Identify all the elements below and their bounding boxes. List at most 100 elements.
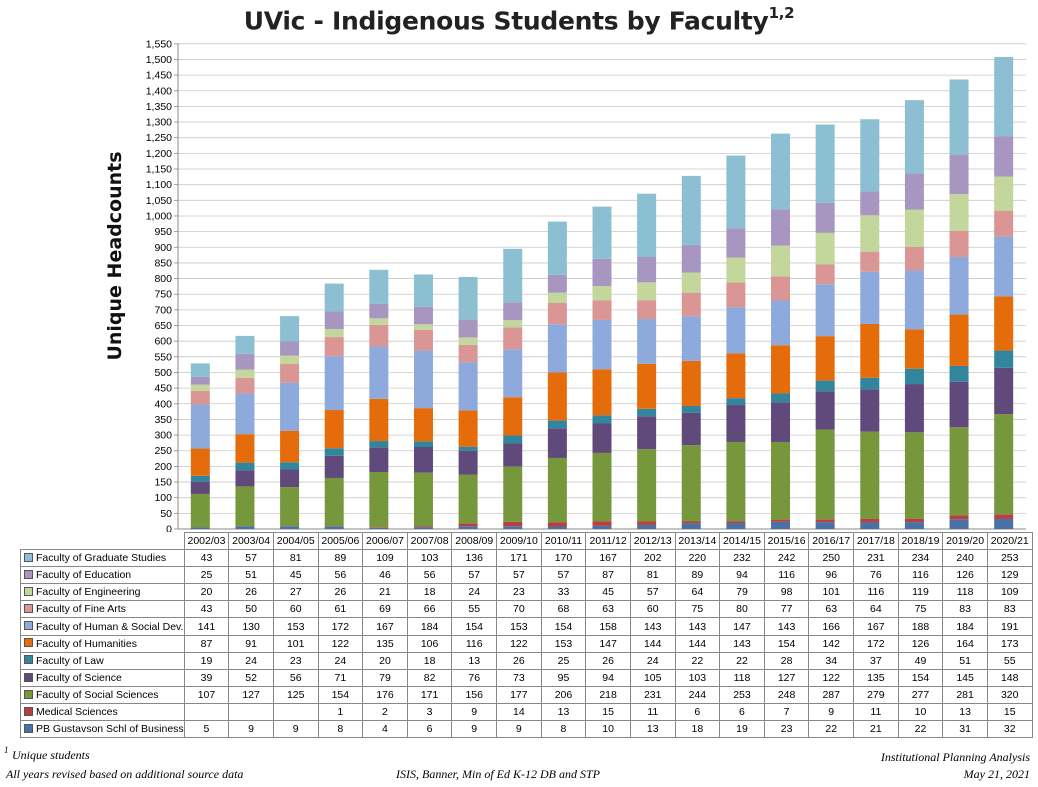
table-row: Faculty of Human & Social Dev. 141 130 153 1… bbox=[20, 617, 1033, 636]
data-label: 154 bbox=[897, 668, 944, 687]
bar-segment bbox=[235, 353, 255, 370]
category-label: 2014/15 bbox=[719, 531, 765, 551]
table-row: Faculty of Fine Arts 43 50 60 61 69 66 55 70 68 63… bbox=[20, 600, 1033, 619]
y-tick-label: 250 bbox=[154, 445, 172, 457]
data-label: 8 bbox=[540, 720, 587, 739]
legend-swatch bbox=[24, 569, 33, 579]
data-label: 177 bbox=[496, 685, 542, 704]
data-label: 234 bbox=[897, 549, 944, 568]
data-label: 43 bbox=[183, 549, 230, 568]
bar-segment bbox=[860, 522, 880, 529]
y-tick-label: 900 bbox=[154, 242, 172, 254]
data-label: 248 bbox=[763, 685, 810, 704]
bar-segment bbox=[681, 523, 701, 529]
data-label bbox=[183, 702, 230, 722]
footnote-date: May 21, 2021 bbox=[963, 767, 1030, 781]
bar-segment bbox=[949, 381, 969, 428]
data-label: 66 bbox=[406, 600, 453, 619]
category-label: 2010/11 bbox=[540, 531, 587, 551]
legend-label: Faculty of Fine Arts bbox=[36, 603, 126, 616]
data-label: 77 bbox=[763, 600, 810, 619]
bar-segment bbox=[592, 258, 612, 287]
bar-segment bbox=[413, 526, 433, 528]
data-label: 22 bbox=[719, 651, 765, 670]
bar-segment bbox=[681, 316, 701, 361]
data-label: 172 bbox=[317, 617, 364, 636]
bar-segment bbox=[324, 410, 344, 449]
data-label: 125 bbox=[272, 685, 319, 704]
bar-segment bbox=[280, 487, 300, 527]
bar-segment bbox=[726, 523, 746, 529]
bar-segment bbox=[815, 264, 835, 285]
category-label: 2016/17 bbox=[808, 531, 855, 551]
y-tick-label: 50 bbox=[160, 508, 172, 520]
data-label: 116 bbox=[451, 634, 498, 653]
y-tick-label: 1,400 bbox=[146, 85, 172, 97]
y-tick-label: 950 bbox=[154, 226, 172, 238]
bar-segment bbox=[592, 423, 612, 453]
data-label: 89 bbox=[317, 549, 364, 568]
data-label: 51 bbox=[942, 651, 988, 670]
bar-segment bbox=[994, 210, 1014, 237]
data-label: 43 bbox=[183, 600, 230, 619]
data-label: 60 bbox=[272, 600, 319, 619]
data-label: 76 bbox=[451, 668, 498, 687]
y-tick-label: 1,000 bbox=[146, 210, 172, 222]
bar-segment bbox=[369, 527, 389, 528]
bar-segment bbox=[413, 274, 433, 307]
data-label: 64 bbox=[853, 600, 899, 619]
data-label: 81 bbox=[629, 566, 676, 585]
table-row: Faculty of Education 25 51 45 56 46 56 57 57 57 87… bbox=[20, 566, 1033, 585]
data-label: 106 bbox=[406, 634, 453, 653]
bar-segment bbox=[815, 522, 835, 529]
bar-segment bbox=[726, 441, 746, 522]
y-tick-label: 1,100 bbox=[146, 179, 172, 191]
data-label: 279 bbox=[853, 685, 899, 704]
data-label: 13 bbox=[629, 720, 676, 739]
bar-segment bbox=[369, 303, 389, 319]
y-tick-label: 150 bbox=[154, 477, 172, 489]
legend-label: Faculty of Social Sciences bbox=[36, 688, 159, 701]
bar-segment bbox=[771, 300, 791, 346]
data-label: 220 bbox=[674, 549, 721, 568]
data-label: 20 bbox=[183, 583, 230, 602]
data-label: 87 bbox=[585, 566, 631, 585]
data-label: 20 bbox=[362, 651, 408, 670]
data-label: 2 bbox=[362, 702, 408, 722]
y-tick-label: 1,200 bbox=[146, 148, 172, 160]
y-tick-label: 700 bbox=[154, 304, 172, 316]
legend-entry: Faculty of Law bbox=[20, 651, 185, 670]
data-label bbox=[272, 702, 319, 722]
data-label: 24 bbox=[629, 651, 676, 670]
data-label: 24 bbox=[451, 583, 498, 602]
data-label: 4 bbox=[362, 720, 408, 739]
legend-label: Faculty of Science bbox=[36, 671, 122, 684]
data-label: 96 bbox=[808, 566, 855, 585]
bar-segment bbox=[637, 256, 657, 283]
legend-swatch bbox=[24, 689, 33, 699]
data-label: 122 bbox=[317, 634, 364, 653]
data-label: 6 bbox=[674, 702, 721, 722]
data-label bbox=[228, 702, 274, 722]
data-label: 34 bbox=[808, 651, 855, 670]
data-label: 126 bbox=[897, 634, 944, 653]
footnote-sources: ISIS, Banner, Min of Ed K-12 DB and STP bbox=[396, 767, 600, 781]
chart-plot: 0 50 100 150 200 250 300 350 400 450 500 550 600 650 7… bbox=[146, 38, 1026, 532]
bar-segment bbox=[949, 79, 969, 155]
bar-segment bbox=[726, 155, 746, 229]
bar-segment bbox=[547, 372, 567, 421]
bar-segment bbox=[637, 193, 657, 257]
bar-segment bbox=[190, 493, 210, 528]
legend-swatch bbox=[24, 723, 33, 733]
data-label: 9 bbox=[272, 720, 319, 739]
data-label: 21 bbox=[362, 583, 408, 602]
data-label: 253 bbox=[986, 549, 1033, 568]
bar-segment bbox=[681, 405, 701, 413]
y-tick-label: 800 bbox=[154, 273, 172, 285]
bar-segment bbox=[994, 518, 1014, 529]
bar-segment bbox=[413, 329, 433, 351]
bar-segment bbox=[280, 341, 300, 356]
data-label: 188 bbox=[897, 617, 944, 636]
data-label: 147 bbox=[585, 634, 631, 653]
footnote-marker: 1 bbox=[4, 745, 9, 755]
